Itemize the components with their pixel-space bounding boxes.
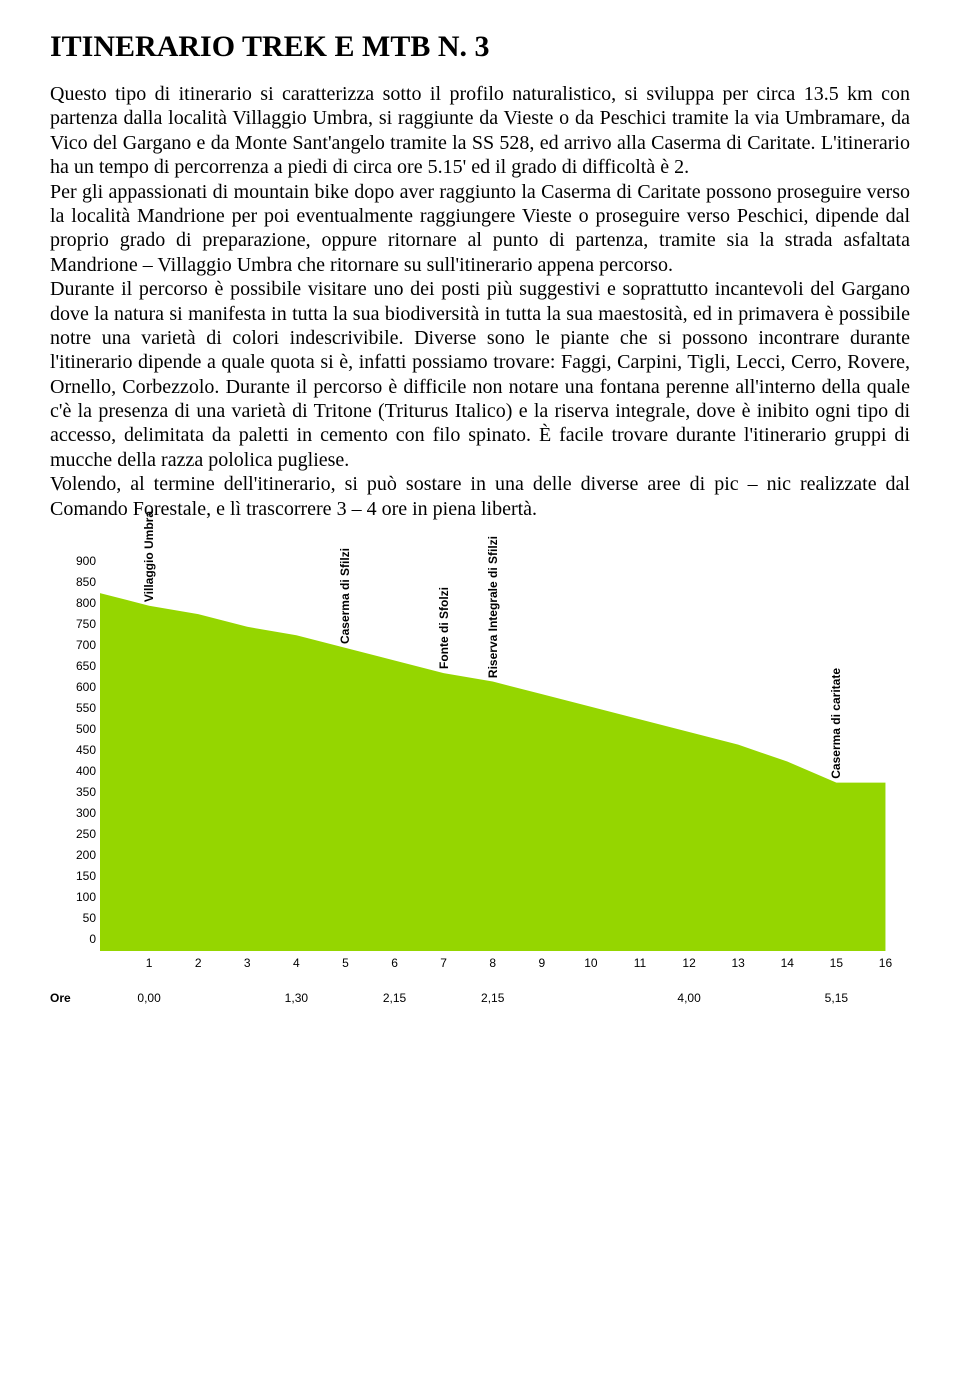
paragraph: Volendo, al termine dell'itinerario, si … — [50, 472, 910, 521]
elevation-marker-label: Fonte di Sfolzi — [437, 587, 451, 669]
x-tick: 13 — [731, 956, 744, 970]
y-tick: 650 — [50, 656, 96, 677]
ore-row: Ore 0,00 1,30 2,15 2,15 4,00 5,15 — [50, 991, 910, 1011]
x-tick: 15 — [830, 956, 843, 970]
ore-label: Ore — [50, 991, 71, 1005]
page-title: ITINERARIO TREK E MTB N. 3 — [50, 30, 910, 64]
x-tick: 4 — [293, 956, 300, 970]
x-tick: 1 — [146, 956, 153, 970]
x-tick: 11 — [634, 956, 646, 970]
y-tick: 700 — [50, 635, 96, 656]
elevation-marker-label: Riserva Integrale di Sfilzi — [486, 536, 500, 678]
y-tick: 200 — [50, 845, 96, 866]
x-tick: 5 — [342, 956, 349, 970]
x-tick: 10 — [584, 956, 597, 970]
y-tick: 550 — [50, 698, 96, 719]
y-tick: 500 — [50, 719, 96, 740]
x-tick: 14 — [781, 956, 794, 970]
y-tick: 300 — [50, 803, 96, 824]
y-tick: 850 — [50, 572, 96, 593]
elevation-marker-label: Villaggio Umbra — [142, 511, 156, 602]
ore-value: 2,15 — [481, 991, 504, 1005]
y-tick: 800 — [50, 593, 96, 614]
y-axis: 9008508007507006506005505004504003503002… — [50, 551, 100, 956]
y-tick: 750 — [50, 614, 96, 635]
x-axis: 12345678910111213141516 — [100, 956, 910, 976]
y-tick: 400 — [50, 761, 96, 782]
x-tick: 6 — [391, 956, 398, 970]
ore-value: 0,00 — [137, 991, 160, 1005]
y-tick: 250 — [50, 824, 96, 845]
y-tick: 350 — [50, 782, 96, 803]
body-text: Questo tipo di itinerario si caratterizz… — [50, 82, 910, 521]
y-tick: 0 — [50, 929, 96, 950]
y-tick: 600 — [50, 677, 96, 698]
ore-value: 2,15 — [383, 991, 406, 1005]
y-tick: 450 — [50, 740, 96, 761]
x-tick: 12 — [682, 956, 695, 970]
elevation-chart: 9008508007507006506005505004504003503002… — [50, 551, 910, 1031]
x-tick: 3 — [244, 956, 251, 970]
paragraph: Per gli appassionati di mountain bike do… — [50, 180, 910, 278]
x-tick: 16 — [879, 956, 892, 970]
ore-value: 5,15 — [825, 991, 848, 1005]
ore-value: 4,00 — [677, 991, 700, 1005]
y-tick: 900 — [50, 551, 96, 572]
y-tick: 100 — [50, 887, 96, 908]
paragraph: Durante il percorso è possibile visitare… — [50, 277, 910, 472]
elevation-marker-label: Caserma di Sfilzi — [338, 548, 352, 644]
ore-value: 1,30 — [285, 991, 308, 1005]
y-tick: 50 — [50, 908, 96, 929]
plot-area: Villaggio UmbraCaserma di SfilziFonte di… — [100, 551, 910, 951]
x-tick: 2 — [195, 956, 202, 970]
y-tick: 150 — [50, 866, 96, 887]
x-tick: 8 — [489, 956, 496, 970]
elevation-marker-label: Caserma di caritate — [829, 668, 843, 779]
x-tick: 7 — [440, 956, 447, 970]
x-tick: 9 — [538, 956, 545, 970]
paragraph: Questo tipo di itinerario si caratterizz… — [50, 82, 910, 180]
elevation-profile-svg — [100, 551, 910, 951]
